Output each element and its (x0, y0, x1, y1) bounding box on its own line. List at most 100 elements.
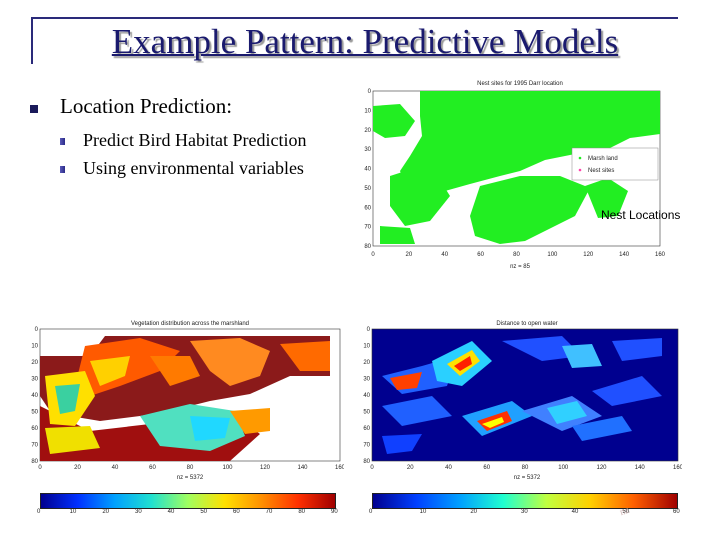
y-tick-label: 70 (31, 443, 38, 449)
colorbar-tick-label: 80 (298, 509, 306, 515)
legend-marsh-label: Marsh land (588, 156, 618, 162)
colorbar-tick-label: 40 (167, 509, 175, 515)
x-tick-label: 160 (335, 465, 344, 471)
colorbar-tick-label: 40 (571, 509, 579, 515)
x-tick-label: 80 (522, 465, 529, 471)
dist-xlabel: nz = 5372 (514, 475, 541, 481)
y-tick-label: 10 (364, 108, 371, 114)
colorbar-tick-label: 10 (69, 509, 77, 515)
x-tick-label: 160 (655, 252, 666, 258)
sub-item-predict: Predict Bird Habitat Prediction (83, 130, 307, 150)
y-tick-label: 40 (364, 167, 371, 173)
y-tick-label: 50 (363, 410, 370, 416)
distance-map (382, 336, 662, 454)
veg-colorbar-ticks: 0 10 20 30 40 50 60 70 80 90 (37, 509, 338, 519)
nest-legend (571, 147, 659, 181)
y-tick-label: 20 (31, 360, 38, 366)
y-tick-label: 70 (363, 443, 370, 449)
x-tick-label: 100 (222, 465, 233, 471)
distance-plot: Distance to open water 0 20 40 60 80 100 120 14… (362, 316, 682, 481)
x-tick-label: 140 (619, 252, 630, 258)
x-tick-label: 120 (596, 465, 607, 471)
colorbar-tick-label: 30 (135, 509, 142, 515)
y-tick-label: 50 (31, 410, 38, 416)
veg-x-ticks: 0 20 40 60 80 100 120 140 160 (38, 465, 344, 471)
x-tick-label: 60 (477, 252, 484, 258)
colorbar-tick-label: 90 (331, 509, 338, 515)
y-tick-label: 50 (364, 186, 371, 192)
dist-plot-title: Distance to open water (496, 321, 557, 327)
y-tick-label: 20 (363, 360, 370, 366)
nest-xlabel: nz = 85 (510, 264, 531, 270)
x-tick-label: 0 (371, 252, 375, 258)
colorbar-tick-label: 20 (102, 509, 110, 515)
sub-bullet-icon (60, 166, 65, 173)
y-tick-label: 80 (31, 459, 38, 465)
x-tick-label: 40 (445, 465, 452, 471)
nest-plot-title: Nest sites for 1995 Darr location (477, 81, 563, 87)
y-tick-label: 20 (364, 128, 371, 134)
y-tick-label: 80 (364, 244, 371, 250)
y-tick-label: 0 (368, 89, 372, 95)
dist-colorbar-ticks: 0 10 20 30 40 50 60 (369, 509, 680, 519)
colorbar-tick-label: 70 (265, 509, 273, 515)
distance-colorbar (372, 493, 678, 509)
colorbar-tick-label: 0 (369, 509, 373, 515)
y-tick-label: 10 (31, 344, 38, 350)
colorbar-tick-label: 60 (673, 509, 680, 515)
colorbar-tick-label: 0 (37, 509, 41, 515)
y-tick-label: 30 (364, 147, 371, 153)
y-tick-label: 30 (363, 377, 370, 383)
y-tick-label: 0 (367, 327, 371, 333)
nest-x-ticks: 0 20 40 60 80 100 120 140 160 (371, 252, 665, 258)
nest-y-ticks: 0 10 20 30 40 50 60 70 80 (364, 89, 371, 250)
colorbar-tick-label: 20 (470, 509, 478, 515)
colorbar-tick-label: 50 (622, 509, 630, 515)
slide-title: Example Pattern: Predictive Models (111, 22, 619, 61)
y-tick-label: 60 (31, 426, 38, 432)
title-frame-left (31, 17, 33, 64)
x-tick-label: 40 (441, 252, 448, 258)
x-tick-label: 120 (260, 465, 271, 471)
veg-plot-title: Vegetation distribution across the marsh… (131, 321, 249, 327)
y-tick-label: 0 (35, 327, 39, 333)
y-tick-label: 40 (31, 393, 38, 399)
x-tick-label: 0 (38, 465, 42, 471)
x-tick-label: 20 (74, 465, 81, 471)
x-tick-label: 60 (483, 465, 490, 471)
bullet-location-prediction: Location Prediction: (60, 94, 233, 118)
x-tick-label: 60 (149, 465, 156, 471)
title-frame-top (31, 17, 678, 19)
y-tick-label: 60 (364, 205, 371, 211)
nest-sites-plot: Nest sites for 1995 Darr location Marsh … (360, 76, 668, 272)
legend-marsh-marker (578, 156, 582, 160)
sub-bullet-icon (60, 138, 65, 145)
y-tick-label: 40 (363, 393, 370, 399)
vegetation-colorbar (40, 493, 336, 509)
x-tick-label: 140 (635, 465, 646, 471)
x-tick-label: 20 (406, 252, 413, 258)
bullet-square-icon (30, 105, 38, 113)
x-tick-label: 100 (547, 252, 558, 258)
y-tick-label: 60 (363, 426, 370, 432)
dist-y-ticks: 0 10 20 30 40 50 60 70 80 (363, 327, 370, 465)
x-tick-label: 80 (513, 252, 520, 258)
x-tick-label: 100 (558, 465, 569, 471)
x-tick-label: 160 (673, 465, 682, 471)
y-tick-label: 70 (364, 225, 371, 231)
veg-y-ticks: 0 10 20 30 40 50 60 70 80 (31, 327, 38, 465)
x-tick-label: 80 (187, 465, 194, 471)
veg-xlabel: nz = 5372 (177, 475, 204, 481)
legend-nest-label: Nest sites (588, 168, 614, 174)
y-tick-label: 80 (363, 459, 370, 465)
y-tick-label: 30 (31, 377, 38, 383)
colorbar-tick-label: 30 (521, 509, 528, 515)
colorbar-tick-label: 10 (419, 509, 427, 515)
x-tick-label: 0 (370, 465, 374, 471)
nest-locations-caption: Nest Locations (601, 208, 681, 222)
sub-item-env: Using environmental variables (83, 158, 304, 178)
vegetation-map (40, 336, 330, 461)
x-tick-label: 40 (112, 465, 119, 471)
dist-x-ticks: 0 20 40 60 80 100 120 140 160 (370, 465, 682, 471)
x-tick-label: 20 (407, 465, 414, 471)
